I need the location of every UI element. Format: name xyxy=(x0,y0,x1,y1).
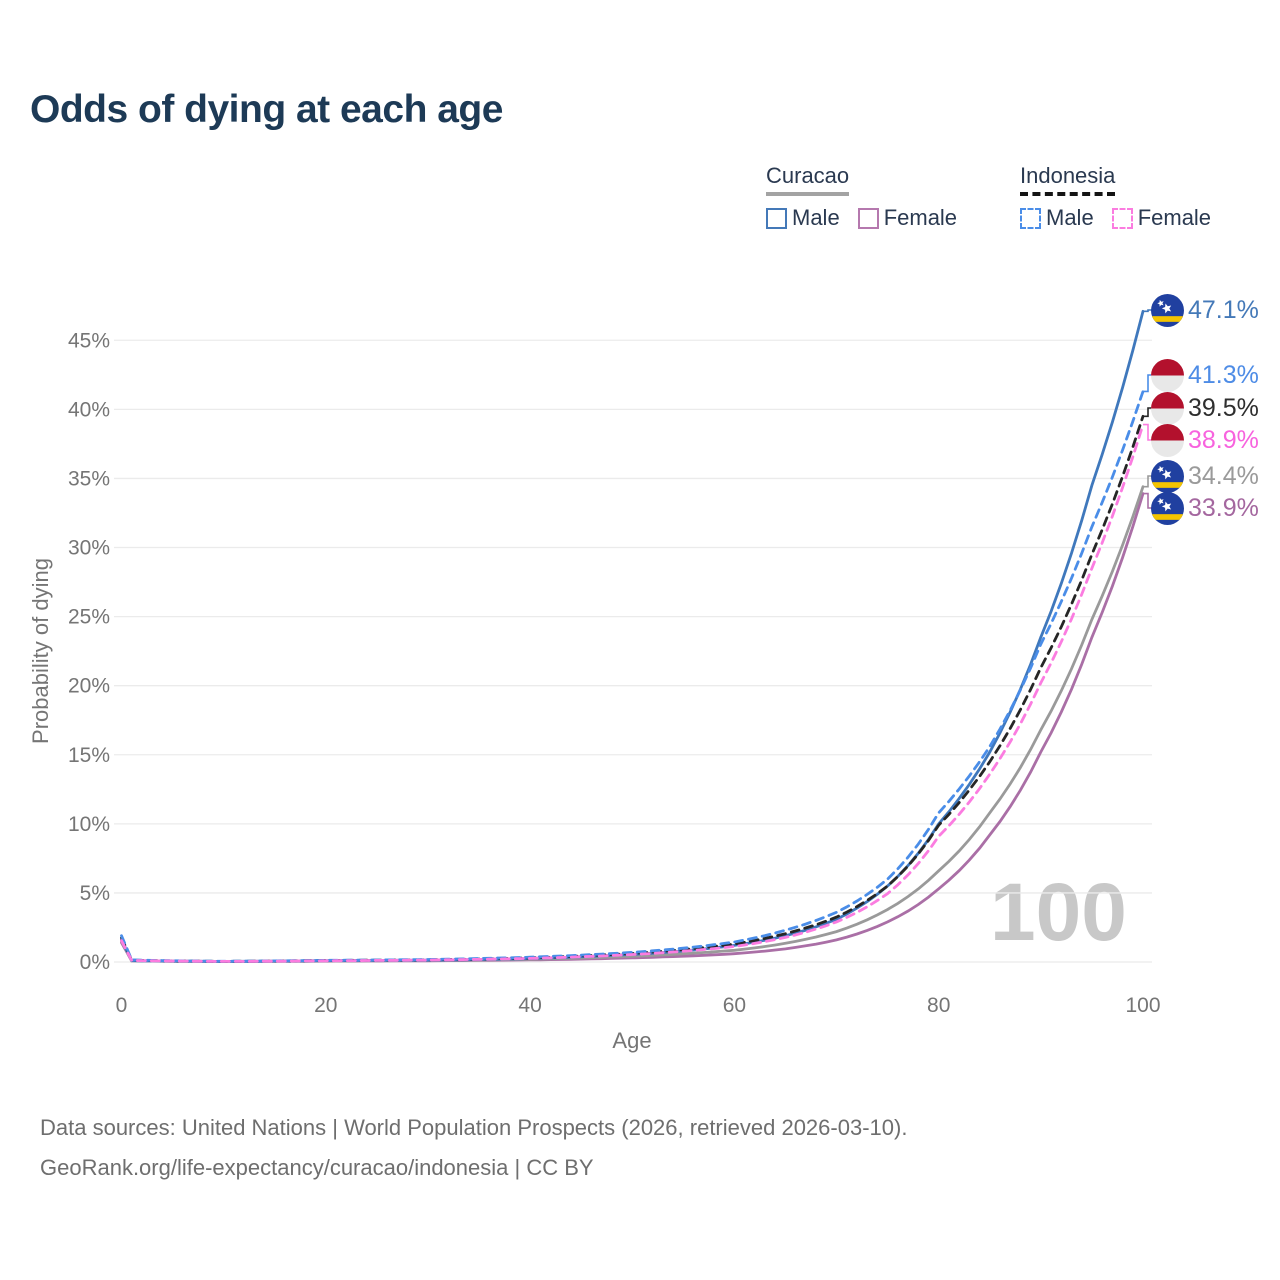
series-line-indonesia-both xyxy=(120,414,1145,963)
label-connector-indonesia-male xyxy=(1143,374,1153,393)
y-tick-label-20%: 20% xyxy=(68,675,110,698)
y-tick-label-25%: 25% xyxy=(68,606,110,629)
x-tick-label-20: 20 xyxy=(314,994,337,1017)
curacao-flag-icon xyxy=(1151,293,1184,327)
x-tick-label-40: 40 xyxy=(518,994,541,1017)
indonesia-flag-icon xyxy=(1151,358,1184,392)
label-connector-curacao-female xyxy=(1143,492,1153,509)
y-tick-label-35%: 35% xyxy=(68,467,110,490)
legend-indonesia-title: Indonesia xyxy=(1020,163,1116,188)
age-watermark: 100 xyxy=(990,867,1127,958)
series-line-indonesia-female xyxy=(120,423,1145,963)
legend-label-curacao-male[interactable]: Male xyxy=(792,205,840,230)
legend-swatch-indonesia-male[interactable] xyxy=(1020,207,1041,229)
legend-label-indonesia-female[interactable]: Female xyxy=(1137,205,1212,230)
x-tick-label-80: 80 xyxy=(927,994,950,1017)
legend-label-curacao-female[interactable]: Female xyxy=(883,205,958,230)
label-connector-curacao-male xyxy=(1143,309,1153,313)
end-label-value-indonesia-female: 38.9% xyxy=(1188,425,1259,454)
indonesia-linestyle-sample xyxy=(1020,192,1116,196)
legend-group-indonesia: Indonesia Male Female xyxy=(1020,163,1211,231)
y-axis-title: Probability of dying xyxy=(28,558,53,744)
curacao-linestyle-sample xyxy=(766,192,850,196)
end-label-curacao-male[interactable]: 47.1% xyxy=(1151,293,1259,327)
chart-title: Odds of dying at each age xyxy=(30,88,503,131)
y-tick-label-5%: 5% xyxy=(80,882,110,905)
end-label-indonesia-male[interactable]: 41.3% xyxy=(1151,358,1259,392)
x-tick-label-100: 100 xyxy=(1125,994,1160,1017)
end-label-curacao-female[interactable]: 33.9% xyxy=(1151,491,1259,525)
x-tick-label-60: 60 xyxy=(723,994,746,1017)
x-axis-title: Age xyxy=(612,1028,651,1053)
x-tick-label-0: 0 xyxy=(116,994,128,1017)
series-line-indonesia-male xyxy=(120,390,1145,963)
legend-group-curacao: Curacao Male Female xyxy=(766,163,957,231)
label-connector-indonesia-female xyxy=(1143,423,1153,441)
label-connector-curacao-both xyxy=(1143,475,1153,488)
end-label-value-indonesia-both: 39.5% xyxy=(1188,393,1259,422)
legend-label-indonesia-male[interactable]: Male xyxy=(1046,205,1094,230)
end-label-value-indonesia-male: 41.3% xyxy=(1188,360,1259,389)
label-connector-indonesia-both xyxy=(1143,407,1153,418)
legend-swatch-indonesia-female[interactable] xyxy=(1111,207,1133,229)
legend-curacao-title: Curacao xyxy=(766,163,850,188)
footer-data-sources: Data sources: United Nations | World Pop… xyxy=(40,1115,908,1140)
series-line-curacao-both xyxy=(120,485,1145,963)
indonesia-flag-icon xyxy=(1151,423,1184,457)
y-tick-label-0%: 0% xyxy=(80,951,110,974)
end-label-value-curacao-both: 34.4% xyxy=(1188,461,1259,490)
series-line-curacao-female xyxy=(120,492,1145,963)
curacao-flag-icon xyxy=(1151,459,1184,493)
legend-indonesia-header[interactable]: Indonesia xyxy=(1020,163,1116,196)
end-label-indonesia-both[interactable]: 39.5% xyxy=(1151,391,1259,425)
y-tick-label-40%: 40% xyxy=(68,398,110,421)
chart-footer: Data sources: United Nations | World Pop… xyxy=(40,1108,907,1188)
y-tick-label-45%: 45% xyxy=(68,329,110,352)
curacao-flag-icon xyxy=(1151,491,1184,525)
y-tick-label-15%: 15% xyxy=(68,744,110,767)
end-label-value-curacao-female: 33.9% xyxy=(1188,493,1259,522)
legend-swatch-curacao-male[interactable] xyxy=(766,207,787,229)
end-label-indonesia-female[interactable]: 38.9% xyxy=(1151,423,1259,457)
end-label-curacao-both[interactable]: 34.4% xyxy=(1151,459,1259,493)
legend-curacao-header[interactable]: Curacao xyxy=(766,163,850,196)
y-tick-label-30%: 30% xyxy=(68,537,110,560)
end-label-value-curacao-male: 47.1% xyxy=(1188,295,1259,324)
indonesia-flag-icon xyxy=(1151,391,1184,425)
y-tick-label-10%: 10% xyxy=(68,813,110,836)
legend-swatch-curacao-female[interactable] xyxy=(857,207,879,229)
footer-attribution-url: GeoRank.org/life-expectancy/curacao/indo… xyxy=(40,1155,594,1180)
